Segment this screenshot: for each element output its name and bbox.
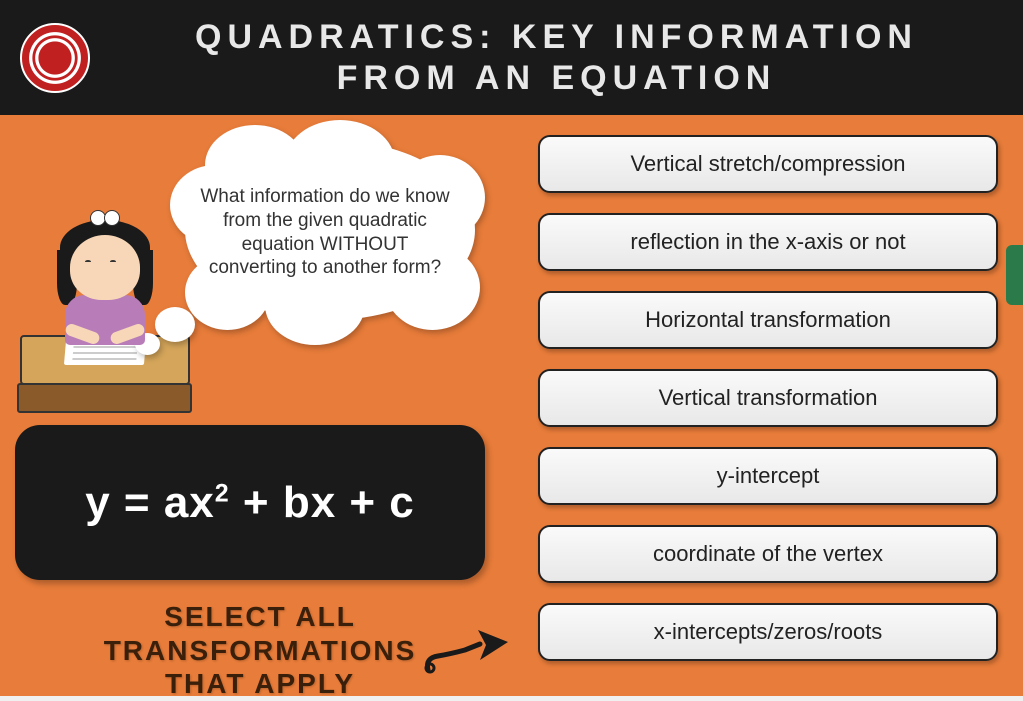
option-label: coordinate of the vertex [653, 541, 883, 567]
instruction-line-2: THAT APPLY [165, 668, 355, 699]
options-list: Vertical stretch/compression reflection … [538, 135, 998, 661]
slide: QUADRATICS: KEY INFORMATION FROM AN EQUA… [0, 0, 1023, 696]
option-label: Horizontal transformation [645, 307, 891, 333]
equation-box: y = ax2 + bx + c [15, 425, 485, 580]
title-line-1: QUADRATICS: KEY INFORMATION [195, 18, 918, 56]
option-x-intercepts[interactable]: x-intercepts/zeros/roots [538, 603, 998, 661]
thought-text: What information do we know from the giv… [165, 125, 485, 340]
logo-badge-icon [20, 23, 90, 93]
arrow-icon [420, 620, 510, 680]
option-horizontal-transformation[interactable]: Horizontal transformation [538, 291, 998, 349]
instruction-line-1: SELECT ALL TRANSFORMATIONS [104, 601, 417, 666]
option-label: y-intercept [717, 463, 820, 489]
option-reflection[interactable]: reflection in the x-axis or not [538, 213, 998, 271]
option-vertical-stretch[interactable]: Vertical stretch/compression [538, 135, 998, 193]
content-area: What information do we know from the giv… [0, 115, 1023, 696]
option-label: x-intercepts/zeros/roots [654, 619, 883, 645]
option-label: reflection in the x-axis or not [630, 229, 905, 255]
title-line-2: FROM AN EQUATION [337, 59, 777, 97]
option-label: Vertical transformation [659, 385, 878, 411]
option-vertical-transformation[interactable]: Vertical transformation [538, 369, 998, 427]
thought-bubble: What information do we know from the giv… [165, 125, 485, 340]
side-tab-icon [1006, 245, 1023, 305]
option-vertex-coordinate[interactable]: coordinate of the vertex [538, 525, 998, 583]
option-label: Vertical stretch/compression [630, 151, 905, 177]
option-y-intercept[interactable]: y-intercept [538, 447, 998, 505]
equation-text: y = ax2 + bx + c [85, 478, 415, 528]
header-bar: QUADRATICS: KEY INFORMATION FROM AN EQUA… [0, 0, 1023, 115]
slide-title: QUADRATICS: KEY INFORMATION FROM AN EQUA… [110, 17, 1003, 99]
